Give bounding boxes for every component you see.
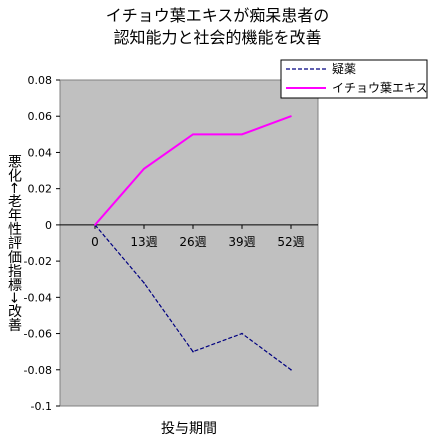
- series-line-0: [94, 224, 292, 371]
- legend-label-placebo: 疑薬: [332, 61, 356, 76]
- data-point: [241, 133, 243, 136]
- y-tick-label: -0.02: [24, 255, 52, 268]
- data-point: [241, 332, 243, 335]
- y-tick-label: 0.06: [28, 110, 53, 123]
- y-axis-label-wrap: 悪化←老年性評価指標→改善: [4, 80, 24, 406]
- x-tick-label: 52週: [277, 235, 304, 249]
- y-tick-label: -0.08: [24, 364, 52, 377]
- x-tick-label: 0: [91, 235, 99, 249]
- x-axis-label: 投与期間: [161, 421, 217, 437]
- data-point: [192, 350, 194, 353]
- y-tick-label: 0.08: [28, 74, 53, 87]
- x-tick-label: 39週: [228, 235, 255, 249]
- chart-title-line-1: イチョウ葉エキスが痴呆患者の: [105, 6, 330, 25]
- y-tick-label: -0.04: [24, 291, 52, 304]
- x-tick-label: 26週: [179, 235, 206, 249]
- data-point: [290, 115, 292, 118]
- y-tick-label: 0.04: [28, 146, 53, 159]
- data-point: [143, 167, 145, 170]
- legend-label-ginkgo: イチョウ葉エキス: [332, 81, 428, 95]
- y-tick-label: -0.1: [31, 400, 52, 413]
- data-point: [94, 224, 96, 226]
- data-point: [290, 368, 292, 371]
- data-point: [143, 282, 145, 284]
- legend-box: [280, 59, 428, 99]
- y-axis-label: 悪化←老年性評価指標→改善: [6, 154, 22, 332]
- plot-area: [59, 79, 319, 407]
- x-tick-label: 13週: [130, 235, 157, 249]
- y-tick-label: 0.02: [28, 183, 53, 196]
- data-point: [192, 133, 194, 136]
- legend: 疑薬 イチョウ葉エキス: [280, 59, 428, 99]
- y-tick-label: 0: [45, 219, 52, 232]
- chart-title-line-2: 認知能力と社会的機能を改善: [113, 28, 322, 47]
- y-tick-label: -0.06: [24, 328, 52, 341]
